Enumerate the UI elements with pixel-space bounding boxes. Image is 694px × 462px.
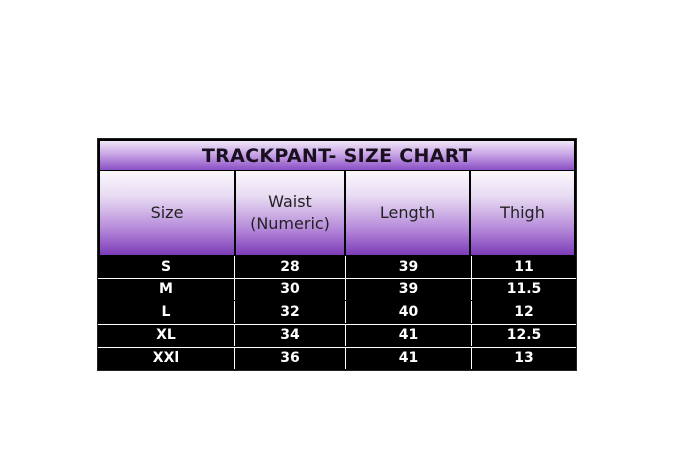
- header-waist-line2: (Numeric): [250, 214, 330, 233]
- header-row: Size Waist (Numeric) Length Thigh: [98, 171, 576, 255]
- header-waist: Waist (Numeric): [236, 171, 344, 255]
- cell-size: L: [161, 304, 171, 320]
- header-waist-line1: Waist: [268, 192, 312, 212]
- cell-waist: 32: [234, 301, 345, 323]
- size-chart-table: TRACKPANT- SIZE CHART Size Waist (Numeric…: [97, 138, 577, 371]
- table-row: M 30 39 11.5: [98, 278, 576, 300]
- cell-waist: 30: [234, 278, 345, 300]
- cell-waist: 34: [234, 324, 345, 346]
- cell-thigh: 11.5: [471, 278, 576, 300]
- table-row: L 32 40 12: [98, 301, 576, 323]
- table-row: S 28 39 11: [98, 256, 576, 278]
- cell-thigh: 12.5: [471, 324, 576, 346]
- cell-thigh: 12: [471, 301, 576, 323]
- cell-size: XL: [156, 327, 176, 343]
- cell-thigh: 11: [471, 256, 576, 278]
- cell-length: 41: [345, 347, 471, 369]
- table-row: XXl 36 41 13: [98, 347, 576, 369]
- cell-waist: 36: [234, 347, 345, 369]
- row-divider: [98, 347, 576, 348]
- cell-length: 41: [345, 324, 471, 346]
- header-thigh: Thigh: [471, 171, 574, 255]
- row-divider: [98, 278, 576, 279]
- row-divider: [98, 324, 576, 325]
- cell-length: 40: [345, 301, 471, 323]
- cell-length: 39: [345, 256, 471, 278]
- cell-size: M: [159, 281, 173, 297]
- cell-thigh: 13: [471, 347, 576, 369]
- header-size: Size: [100, 171, 234, 255]
- table-title: TRACKPANT- SIZE CHART: [100, 141, 574, 170]
- table-row: XL 34 41 12.5: [98, 324, 576, 346]
- cell-waist: 28: [234, 256, 345, 278]
- cell-size: S: [160, 259, 172, 275]
- cell-length: 39: [345, 278, 471, 300]
- header-length: Length: [346, 171, 469, 255]
- cell-size: XXl: [152, 350, 180, 366]
